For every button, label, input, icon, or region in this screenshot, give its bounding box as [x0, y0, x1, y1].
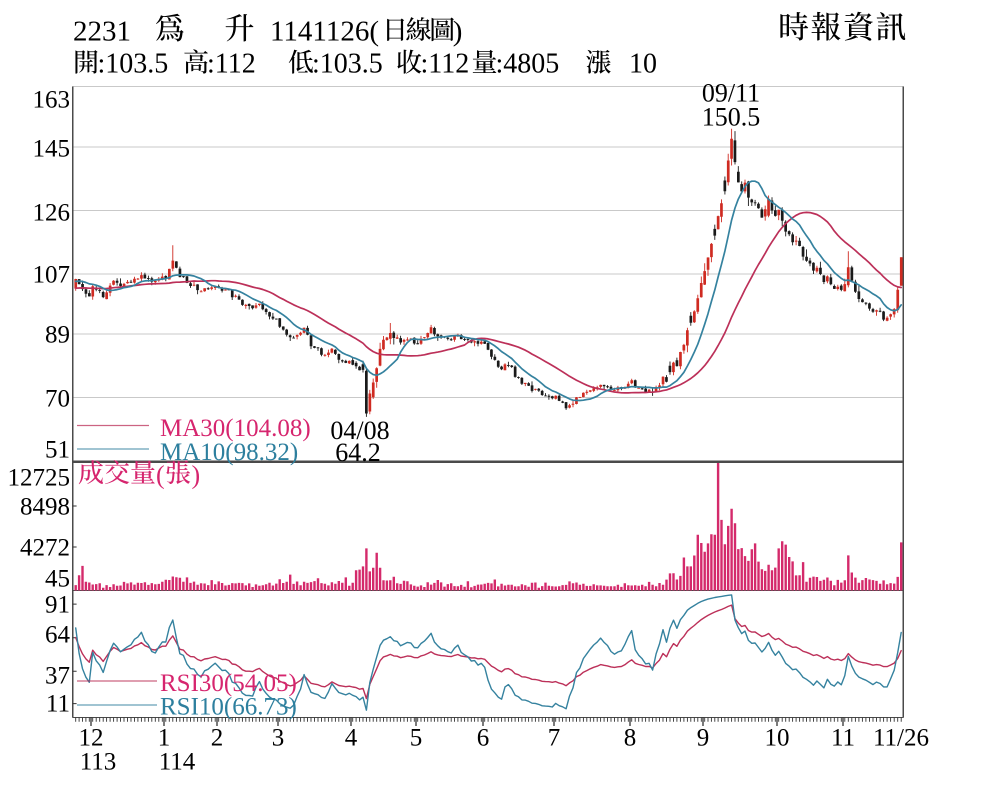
svg-text:145: 145	[33, 135, 71, 162]
svg-text:MA30(104.08): MA30(104.08)	[160, 415, 311, 442]
svg-text:107: 107	[33, 261, 71, 288]
svg-text:12725: 12725	[8, 464, 71, 491]
svg-text:70: 70	[45, 385, 70, 412]
svg-text:2: 2	[211, 725, 224, 752]
svg-text:37: 37	[45, 662, 70, 689]
svg-text:113: 113	[80, 749, 117, 776]
svg-text:45: 45	[45, 565, 70, 592]
svg-text:91: 91	[45, 591, 70, 618]
svg-text:12: 12	[79, 725, 104, 752]
svg-text:RSI10(66.73): RSI10(66.73)	[160, 694, 297, 721]
svg-text:04/08: 04/08	[330, 416, 389, 445]
svg-text::4805: :4805	[496, 49, 560, 80]
svg-text::103.5: :103.5	[312, 49, 383, 80]
svg-text:51: 51	[45, 436, 70, 463]
svg-text:163: 163	[33, 86, 71, 113]
svg-text:8: 8	[624, 725, 637, 752]
svg-text:126: 126	[33, 199, 71, 226]
svg-text::112: :112	[421, 49, 470, 80]
svg-text:114: 114	[159, 749, 196, 776]
svg-text:09/11: 09/11	[702, 79, 760, 108]
svg-text:8498: 8498	[20, 493, 70, 520]
svg-text:RSI30(54.05): RSI30(54.05)	[160, 670, 297, 697]
svg-text:MA10(98.32): MA10(98.32)	[160, 439, 298, 466]
svg-text:4272: 4272	[20, 534, 70, 561]
svg-text:2231: 2231	[73, 15, 131, 47]
svg-text:7: 7	[548, 725, 561, 752]
svg-text:): )	[453, 15, 463, 47]
svg-text:89: 89	[45, 321, 70, 348]
svg-text:): )	[192, 460, 201, 489]
svg-text::103.5: :103.5	[98, 49, 169, 80]
svg-text:64.2: 64.2	[335, 438, 381, 467]
svg-text:(: (	[156, 460, 165, 489]
svg-text:64: 64	[45, 621, 71, 648]
svg-text::112: :112	[207, 49, 256, 80]
svg-text:1: 1	[158, 725, 171, 752]
svg-text:1141126(: 1141126(	[270, 15, 379, 47]
svg-text:5: 5	[410, 725, 423, 752]
svg-text:10: 10	[765, 725, 790, 752]
svg-text:150.5: 150.5	[702, 103, 761, 132]
svg-text:3: 3	[272, 725, 285, 752]
svg-text:11: 11	[831, 725, 855, 752]
svg-text:11/26: 11/26	[873, 725, 929, 752]
svg-text:6: 6	[477, 725, 490, 752]
svg-text:10: 10	[629, 49, 657, 80]
svg-text:4: 4	[345, 725, 358, 752]
svg-text:9: 9	[697, 725, 710, 752]
svg-text:11: 11	[46, 690, 70, 717]
